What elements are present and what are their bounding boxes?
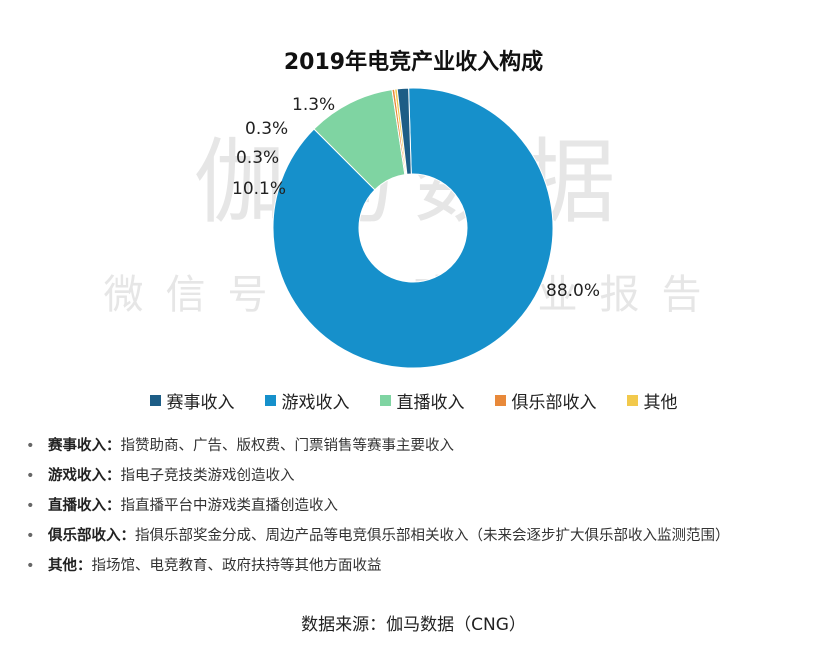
chart-legend: 赛事收入 游戏收入 直播收入 俱乐部收入 其他 [0, 388, 827, 413]
legend-label: 游戏收入 [281, 393, 350, 413]
note-term: 赛事收入： [48, 438, 121, 454]
note-item: • 游戏收入：指电子竞技类游戏创造收入 [26, 461, 816, 491]
legend-swatch [379, 395, 391, 406]
legend-label: 俱乐部收入 [511, 393, 597, 413]
note-term: 其他： [48, 558, 92, 574]
note-description: 指俱乐部奖金分成、周边产品等电竞俱乐部相关收入（未来会逐步扩大俱乐部收入监测范围… [135, 528, 730, 544]
legend-swatch [149, 395, 161, 406]
note-item: • 直播收入：指直播平台中游戏类直播创造收入 [26, 491, 816, 521]
bullet-icon: • [26, 438, 35, 454]
legend-label: 赛事收入 [166, 393, 235, 413]
note-term: 游戏收入： [48, 468, 121, 484]
note-item: • 赛事收入：指赞助商、广告、版权费、门票销售等赛事主要收入 [26, 431, 816, 461]
data-label-sai-shi: 1.3% [292, 95, 335, 115]
legend-swatch [264, 395, 276, 406]
data-label-zhi-bo: 10.1% [232, 179, 286, 199]
data-label-qi-ta: 0.3% [245, 119, 288, 139]
bullet-icon: • [26, 528, 35, 544]
note-description: 指赞助商、广告、版权费、门票销售等赛事主要收入 [120, 438, 455, 454]
bullet-icon: • [26, 468, 35, 484]
legend-label: 直播收入 [396, 393, 465, 413]
note-description: 指电子竞技类游戏创造收入 [120, 468, 295, 484]
chart-title: 2019年电竞产业收入构成 [283, 50, 544, 75]
legend-item: 直播收入 [379, 388, 465, 413]
data-label-ju-le-bu: 0.3% [236, 148, 279, 168]
note-term: 俱乐部收入： [48, 528, 135, 544]
legend-swatch [626, 395, 638, 406]
legend-item: 其他 [626, 388, 678, 413]
data-label-you-xi: 88.0% [546, 281, 600, 301]
note-term: 直播收入： [48, 498, 121, 514]
legend-label: 其他 [643, 393, 678, 413]
slice-sai-shi [396, 87, 412, 175]
note-item: • 其他：指场馆、电竞教育、政府扶持等其他方面收益 [26, 551, 816, 581]
donut-chart: 1.3% 88.0% 10.1% 0.3% 0.3% [232, 87, 600, 369]
note-description: 指直播平台中游戏类直播创造收入 [120, 498, 339, 514]
legend-item: 赛事收入 [149, 388, 235, 413]
data-source: 数据来源：伽马数据（CNG） [301, 615, 526, 635]
legend-item: 游戏收入 [264, 388, 350, 413]
bullet-icon: • [26, 558, 35, 574]
bullet-icon: • [26, 498, 35, 514]
note-item: • 俱乐部收入：指俱乐部奖金分成、周边产品等电竞俱乐部相关收入（未来会逐步扩大俱乐… [26, 521, 816, 551]
note-description: 指场馆、电竞教育、政府扶持等其他方面收益 [91, 558, 382, 574]
definition-notes: • 赛事收入：指赞助商、广告、版权费、门票销售等赛事主要收入 • 游戏收入：指电子竞技… [26, 431, 816, 581]
legend-swatch [494, 395, 506, 406]
legend-item: 俱乐部收入 [494, 388, 597, 413]
